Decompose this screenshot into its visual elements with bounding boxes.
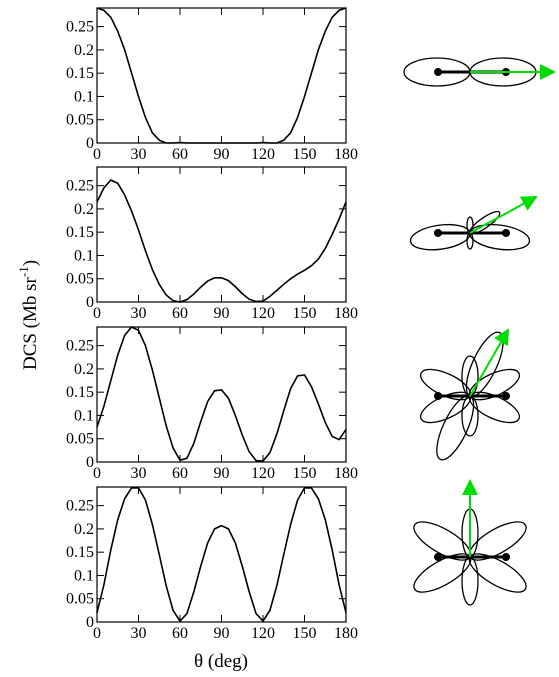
x-tick-label: 30	[131, 465, 147, 482]
x-tick-label: 60	[172, 625, 188, 642]
x-tick-label: 90	[214, 146, 230, 163]
y-tick-label: 0.15	[66, 65, 94, 82]
y-tick-label: 0.05	[66, 112, 94, 129]
x-tick-label: 150	[293, 146, 317, 163]
x-tick-label: 60	[172, 146, 188, 163]
x-tick-label: 150	[293, 625, 317, 642]
y-axis-label: DCS (Mb sr-1)	[16, 260, 41, 370]
x-tick-label: 180	[334, 625, 358, 642]
x-tick-label: 60	[172, 305, 188, 322]
plot-frame	[96, 166, 347, 303]
x-tick-label: 0	[93, 465, 101, 482]
x-tick-label: 90	[214, 305, 230, 322]
diagram-2	[409, 196, 538, 251]
y-tick-label: 0.25	[66, 498, 94, 515]
y-tick-label: 0.2	[74, 42, 94, 59]
x-tick-label: 30	[131, 146, 147, 163]
x-axis-label: θ (deg)	[194, 651, 248, 672]
x-tick-label: 60	[172, 465, 188, 482]
data-line	[96, 7, 347, 144]
y-tick-label: 0.2	[74, 521, 94, 538]
y-tick-label: 0.2	[74, 361, 94, 378]
y-tick-label: 0	[86, 294, 94, 311]
x-tick-label: 180	[334, 146, 358, 163]
y-tick-label: 0.15	[66, 224, 94, 241]
y-tick-label: 0.05	[66, 591, 94, 608]
x-tick-label: 120	[251, 146, 275, 163]
x-tick-label: 180	[334, 305, 358, 322]
y-tick-label: 0	[86, 454, 94, 471]
x-tick-label: 120	[251, 465, 275, 482]
diagram-1	[403, 57, 556, 87]
x-tick-label: 90	[214, 625, 230, 642]
diagram-4	[413, 479, 527, 606]
x-tick-label: 180	[334, 465, 358, 482]
x-tick-label: 120	[251, 305, 275, 322]
data-line	[96, 487, 347, 623]
plot-frame	[96, 7, 347, 144]
y-tick-label: 0	[86, 135, 94, 152]
y-tick-label: 0.15	[66, 384, 94, 401]
x-tick-label: 30	[131, 305, 147, 322]
y-tick-label: 0.25	[66, 338, 94, 355]
plot-frame	[96, 326, 347, 463]
x-tick-label: 90	[214, 465, 230, 482]
y-tick-label: 0.25	[66, 19, 94, 36]
y-tick-label: 0.1	[74, 88, 94, 105]
y-tick-label: 0.05	[66, 271, 94, 288]
x-tick-label: 150	[293, 465, 317, 482]
y-tick-label: 0	[86, 614, 94, 631]
data-line	[96, 179, 347, 303]
x-tick-label: 0	[93, 146, 101, 163]
y-tick-label: 0.15	[66, 544, 94, 561]
x-tick-label: 150	[293, 305, 317, 322]
y-tick-label: 0.25	[66, 178, 94, 195]
y-tick-label: 0.1	[74, 407, 94, 424]
y-tick-label: 0.1	[74, 247, 94, 264]
plot-frame	[96, 486, 347, 623]
x-tick-label: 0	[93, 305, 101, 322]
y-tick-label: 0.2	[74, 201, 94, 218]
x-tick-label: 0	[93, 625, 101, 642]
y-tick-label: 0.05	[66, 431, 94, 448]
x-tick-label: 120	[251, 625, 275, 642]
diagram-3	[419, 328, 521, 461]
y-tick-label: 0.1	[74, 567, 94, 584]
data-line	[96, 326, 347, 462]
x-tick-label: 30	[131, 625, 147, 642]
